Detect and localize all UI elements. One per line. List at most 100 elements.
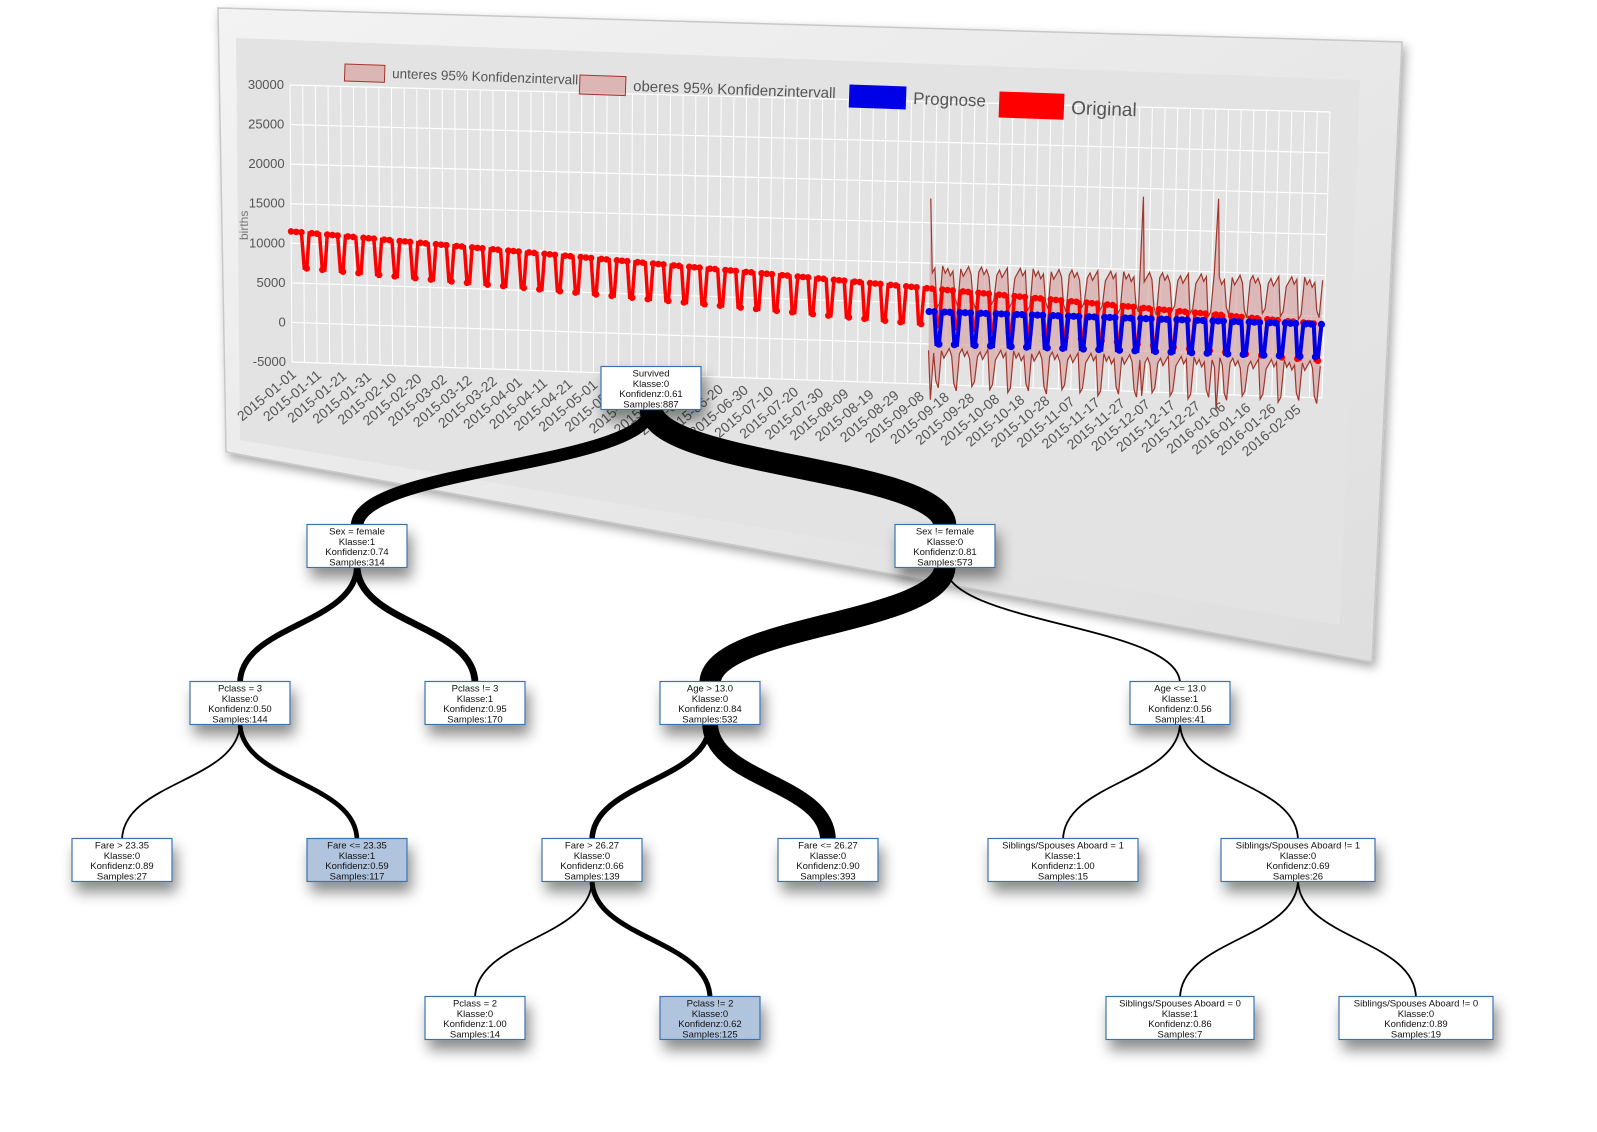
tree-node[interactable]: Sex = femaleKlasse:1Konfidenz:0.74Sample… bbox=[306, 523, 408, 569]
tree-node-text: Samples:14 bbox=[450, 1029, 500, 1040]
tree-node[interactable]: Fare <= 26.27Klasse:0Konfidenz:0.90Sampl… bbox=[777, 837, 879, 883]
tree-node-text: Klasse:0 bbox=[104, 851, 140, 862]
tree-node-text: Konfidenz:0.74 bbox=[325, 547, 388, 558]
grid-line-horizontal bbox=[290, 123, 1329, 154]
original-point bbox=[727, 267, 734, 274]
tree-node[interactable]: Age <= 13.0Klasse:1Konfidenz:0.56Samples… bbox=[1129, 680, 1231, 726]
tree-edge bbox=[699, 563, 956, 686]
tree-node-text: Konfidenz:0.59 bbox=[325, 861, 388, 872]
grid-line-vertical bbox=[680, 95, 684, 376]
tree-node-text: Sex != female bbox=[916, 527, 974, 538]
tree-node[interactable]: Pclass != 2Klasse:0Konfidenz:0.62Samples… bbox=[659, 995, 761, 1041]
grid-line-vertical bbox=[403, 87, 406, 366]
tree-node[interactable]: Fare > 26.27Klasse:0Konfidenz:0.66Sample… bbox=[541, 837, 643, 883]
tree-node-text: Klasse:1 bbox=[339, 537, 375, 548]
tree-node[interactable]: Pclass = 2Klasse:0Konfidenz:1.00Samples:… bbox=[424, 995, 526, 1041]
original-point bbox=[1155, 306, 1163, 313]
tree-node-text: Klasse:1 bbox=[1162, 694, 1198, 705]
original-point bbox=[670, 262, 678, 269]
original-point bbox=[949, 287, 956, 294]
tree-edge bbox=[237, 565, 360, 684]
y-tick-label: 15000 bbox=[249, 196, 285, 211]
tree-node-text: Samples:393 bbox=[800, 871, 855, 882]
tree-node-text: Sex = female bbox=[329, 527, 385, 538]
grid-line-vertical bbox=[592, 92, 595, 373]
original-point bbox=[902, 283, 910, 290]
original-point bbox=[375, 271, 383, 279]
tree-node[interactable]: Siblings/Spouses Aboard = 0Klasse:1Konfi… bbox=[1105, 995, 1255, 1041]
grid-line-vertical bbox=[441, 88, 444, 368]
grid-line-vertical bbox=[693, 95, 697, 377]
original-point bbox=[722, 266, 729, 274]
forecast-point bbox=[1296, 352, 1304, 360]
tree-edge bbox=[589, 722, 713, 841]
tree-node-box bbox=[1338, 995, 1494, 1041]
original-point bbox=[928, 285, 936, 292]
tree-node[interactable]: Pclass != 3Klasse:1Konfidenz:0.95Samples… bbox=[424, 680, 526, 726]
original-point bbox=[520, 284, 528, 292]
x-axis-ticks: 2015-01-012015-01-112015-01-212015-01-31… bbox=[234, 366, 1304, 460]
forecast-point bbox=[946, 308, 954, 316]
forecast-point bbox=[1002, 310, 1011, 318]
grid-line-vertical bbox=[429, 88, 431, 367]
tree-node-text: Klasse:0 bbox=[457, 1009, 493, 1020]
original-point bbox=[897, 318, 904, 326]
tree-node[interactable]: Siblings/Spouses Aboard = 1Klasse:1Konfi… bbox=[987, 837, 1139, 883]
tree-node[interactable]: Pclass = 3Klasse:0Konfidenz:0.50Samples:… bbox=[189, 680, 291, 726]
tree-node[interactable]: SurvivedKlasse:0Konfidenz:0.61Samples:88… bbox=[600, 365, 702, 411]
original-point bbox=[499, 282, 507, 290]
original-point bbox=[427, 276, 435, 283]
tree-node[interactable]: Sex != femaleKlasse:0Konfidenz:0.81Sampl… bbox=[894, 523, 996, 569]
forecast-point bbox=[1292, 319, 1300, 328]
tree-edge bbox=[353, 565, 479, 684]
original-point bbox=[1011, 292, 1018, 300]
forecast-point bbox=[1126, 314, 1135, 322]
forecast-point bbox=[1281, 319, 1289, 327]
original-point bbox=[856, 278, 864, 286]
forecast-point bbox=[1275, 352, 1283, 360]
tree-node-text: Konfidenz:0.95 bbox=[443, 704, 506, 715]
forecast-point bbox=[1302, 320, 1310, 328]
original-point bbox=[468, 244, 476, 251]
y-tick-label: 10000 bbox=[249, 235, 285, 250]
tree-node-box bbox=[600, 365, 702, 411]
grid-line-vertical bbox=[314, 85, 318, 363]
original-point bbox=[825, 312, 832, 319]
grid-line-vertical bbox=[605, 93, 608, 373]
tree-node-text: Samples:144 bbox=[212, 714, 267, 725]
tree-node[interactable]: Siblings/Spouses Aboard != 0Klasse:0Konf… bbox=[1338, 995, 1494, 1041]
original-point bbox=[815, 275, 822, 282]
grid-line-horizontal bbox=[290, 163, 1328, 195]
tree-node[interactable]: Siblings/Spouses Aboard != 1Klasse:0Konf… bbox=[1220, 837, 1376, 883]
original-point bbox=[711, 265, 719, 273]
tree-node-box bbox=[659, 680, 761, 726]
forecast-point bbox=[956, 308, 964, 317]
chart-plot-background bbox=[236, 38, 1360, 625]
original-point bbox=[1031, 294, 1039, 302]
grid-line-vertical bbox=[1321, 111, 1331, 399]
forecast-point bbox=[1028, 311, 1036, 319]
tree-edges bbox=[121, 404, 1417, 999]
tree-node-text: Fare > 23.35 bbox=[95, 841, 149, 852]
tree-node-text: Konfidenz:0.50 bbox=[208, 704, 271, 715]
tree-node[interactable]: Fare > 23.35Klasse:0Konfidenz:0.89Sample… bbox=[71, 837, 173, 883]
tree-node[interactable]: Age > 13.0Klasse:0Konfidenz:0.84Samples:… bbox=[659, 680, 761, 726]
original-point bbox=[582, 254, 590, 261]
y-axis-label: births bbox=[237, 211, 251, 240]
original-point bbox=[313, 230, 321, 237]
original-point bbox=[412, 274, 419, 282]
original-point bbox=[1057, 297, 1065, 304]
original-point bbox=[1176, 307, 1183, 315]
legend-swatch bbox=[578, 74, 627, 97]
original-point bbox=[334, 232, 341, 239]
original-point bbox=[308, 229, 316, 237]
tree-node-text: Konfidenz:0.81 bbox=[913, 547, 976, 558]
tree-node[interactable]: Fare <= 23.35Klasse:1Konfidenz:0.59Sampl… bbox=[306, 837, 408, 883]
y-tick-label: 25000 bbox=[248, 117, 284, 132]
original-point bbox=[1052, 296, 1060, 304]
upper-interval-line bbox=[930, 196, 1324, 322]
grid-line-vertical bbox=[327, 85, 331, 364]
original-point bbox=[985, 290, 993, 298]
original-point bbox=[613, 257, 621, 264]
